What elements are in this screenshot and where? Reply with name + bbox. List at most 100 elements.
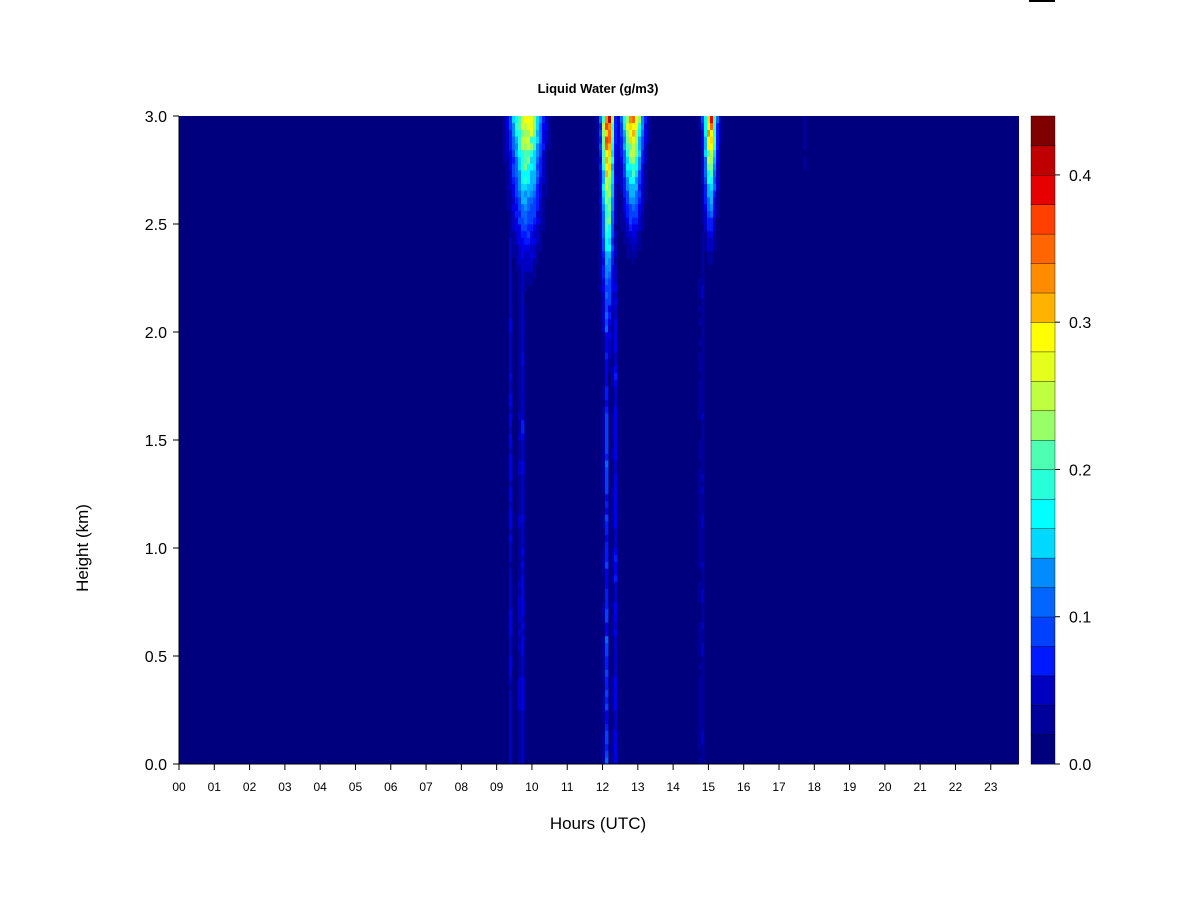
- heatmap-cell: [602, 602, 606, 610]
- heatmap-cell: [518, 588, 522, 596]
- heatmap-cell: [701, 224, 705, 232]
- heatmap-cell: [614, 257, 618, 265]
- heatmap-cell: [518, 615, 522, 623]
- heatmap-cell: [545, 149, 549, 157]
- y-axis: 0.00.51.01.52.02.53.0: [145, 109, 179, 774]
- heatmap-cell: [707, 237, 711, 245]
- heatmap-cell: [605, 575, 609, 583]
- heatmap-cell: [605, 642, 609, 650]
- heatmap-cell: [605, 649, 609, 657]
- heatmap-cell: [509, 656, 513, 664]
- heatmap-cell: [521, 608, 525, 616]
- heatmap-cell: [626, 197, 630, 205]
- heatmap-cell: [605, 595, 609, 603]
- heatmap-cell: [635, 129, 639, 137]
- heatmap-cell: [644, 170, 648, 178]
- heatmap-cell: [710, 170, 714, 178]
- heatmap-cell: [602, 548, 606, 556]
- heatmap-cell: [632, 129, 636, 137]
- heatmap-cell: [617, 190, 621, 198]
- heatmap-cell: [614, 507, 618, 515]
- heatmap-cell: [701, 460, 705, 468]
- heatmap-cell: [626, 116, 630, 124]
- heatmap-cell: [611, 122, 615, 130]
- heatmap-cell: [611, 143, 615, 151]
- heatmap-cell: [605, 413, 609, 421]
- heatmap-cell: [647, 149, 651, 157]
- heatmap-cell: [509, 325, 513, 333]
- heatmap-cell: [605, 224, 609, 232]
- heatmap-cell: [719, 129, 723, 137]
- heatmap-cell: [623, 136, 627, 144]
- heatmap-cell: [701, 332, 705, 340]
- heatmap-cell: [614, 716, 618, 724]
- heatmap-cell: [641, 183, 645, 191]
- heatmap-cell: [710, 251, 714, 259]
- heatmap-cell: [614, 581, 618, 589]
- heatmap-cell: [614, 271, 618, 279]
- heatmap-cell: [803, 163, 807, 171]
- heatmap-cell: [524, 230, 528, 238]
- heatmap-cell: [608, 251, 612, 259]
- colorbar-segment: [1030, 351, 1056, 382]
- heatmap-cell: [632, 170, 636, 178]
- heatmap-cell: [632, 163, 636, 171]
- heatmap-cell: [701, 372, 705, 380]
- heatmap-cell: [701, 365, 705, 373]
- heatmap-cell: [605, 116, 609, 124]
- heatmap-cell: [527, 183, 531, 191]
- heatmap-cell: [623, 163, 627, 171]
- heatmap-cell: [599, 122, 603, 130]
- heatmap-cell: [518, 723, 522, 731]
- heatmap-cell: [701, 217, 705, 225]
- heatmap-cell: [611, 507, 615, 515]
- heatmap-cell: [611, 237, 615, 245]
- heatmap-cell: [629, 190, 633, 198]
- heatmap-cell: [521, 386, 525, 394]
- heatmap-cell: [701, 514, 705, 522]
- heatmap-cell: [713, 170, 717, 178]
- heatmap-cell: [707, 149, 711, 157]
- heatmap-cell: [704, 143, 708, 151]
- heatmap-cell: [701, 615, 705, 623]
- heatmap-cell: [602, 669, 606, 677]
- heatmap-cell: [611, 433, 615, 441]
- heatmap-cell: [614, 548, 618, 556]
- heatmap-cell: [611, 676, 615, 684]
- heatmap-cell: [698, 136, 702, 144]
- heatmap-cell: [500, 129, 504, 137]
- heatmap-cell: [701, 170, 705, 178]
- heatmap-cell: [710, 203, 714, 211]
- heatmap-cell: [698, 575, 702, 583]
- heatmap-cell: [521, 581, 525, 589]
- heatmap-cell: [518, 224, 522, 232]
- heatmap-cell: [698, 406, 702, 414]
- heatmap-cell: [515, 237, 519, 245]
- heatmap-cell: [608, 230, 612, 238]
- heatmap-cell: [533, 170, 537, 178]
- heatmap-cell: [641, 170, 645, 178]
- heatmap-cell: [539, 116, 543, 124]
- heatmap-cell: [707, 203, 711, 211]
- heatmap-cell: [545, 176, 549, 184]
- heatmap-cell: [512, 190, 516, 198]
- heatmap-cell: [599, 129, 603, 137]
- heatmap-cell: [638, 230, 642, 238]
- heatmap-cell: [632, 116, 636, 124]
- heatmap-cell: [599, 284, 603, 292]
- heatmap-cell: [698, 352, 702, 360]
- heatmap-cell: [605, 683, 609, 691]
- heatmap-cell: [605, 446, 609, 454]
- heatmap-cell: [518, 129, 522, 137]
- heatmap-cell: [512, 116, 516, 124]
- heatmap-cell: [539, 190, 543, 198]
- heatmap-cell: [521, 338, 525, 346]
- heatmap-cell: [602, 413, 606, 421]
- heatmap-cell: [701, 311, 705, 319]
- heatmap-cell: [509, 419, 513, 427]
- heatmap-cell: [605, 237, 609, 245]
- heatmap-cell: [632, 237, 636, 245]
- heatmap-cell: [701, 473, 705, 481]
- heatmap-cell: [539, 230, 543, 238]
- heatmap-cell: [710, 163, 714, 171]
